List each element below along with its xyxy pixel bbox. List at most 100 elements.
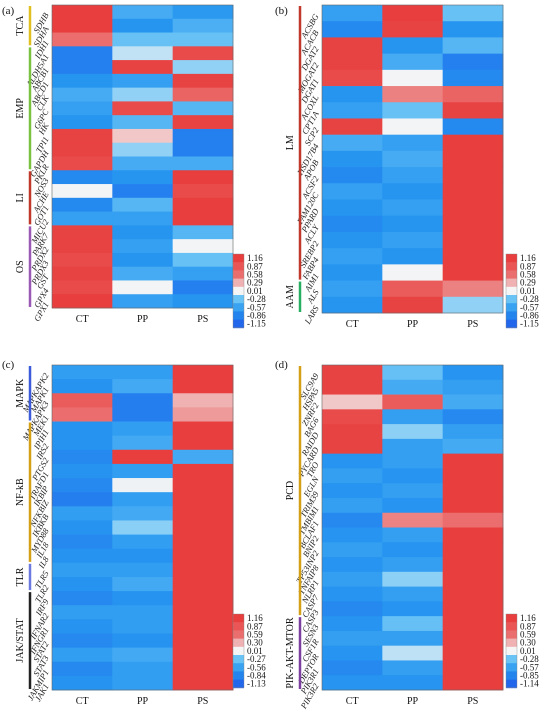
heatmap-cell: [382, 280, 444, 298]
legend-swatch: [506, 295, 517, 304]
heatmap-cell: [322, 557, 383, 573]
heatmap-cell: [112, 87, 174, 102]
heatmap-cell: [112, 675, 174, 691]
legend-frame: [232, 613, 245, 689]
legend-frame: [505, 253, 518, 329]
heatmap-cell: [52, 675, 113, 691]
heatmap-cell: [322, 215, 383, 233]
heatmap-cell: [172, 365, 234, 380]
heatmap-cell: [172, 506, 234, 521]
legend-swatch: [506, 286, 517, 296]
heatmap-cell: [172, 266, 234, 281]
legend-swatch: [506, 679, 517, 689]
heatmap-cell: [112, 115, 174, 130]
heatmap-cell: [322, 438, 383, 455]
group-label: AAM: [285, 285, 296, 308]
heatmap-cell: [382, 5, 444, 22]
heatmap-cell: [112, 280, 174, 295]
heatmap-cell: [442, 394, 504, 410]
heatmap-cell: [442, 167, 504, 184]
heatmap-cell: [172, 156, 234, 171]
heatmap-cell: [322, 616, 383, 632]
heatmap-cell: [442, 645, 504, 661]
heatmap-cell: [52, 18, 113, 33]
heatmap-cell: [322, 167, 383, 184]
heatmap-cell: [322, 134, 383, 152]
heatmap-cell: [172, 294, 234, 309]
heatmap-cell: [322, 645, 383, 661]
group-label: JAK/STAT: [15, 618, 26, 662]
column-label: PS: [467, 319, 478, 330]
group-label: TCA: [15, 15, 26, 36]
heatmap-cell: [112, 46, 174, 61]
legend-tick: 0.87: [520, 621, 536, 631]
column-label: PS: [197, 314, 208, 325]
heatmap-cell: [172, 101, 234, 116]
legend-tick: -0.57: [520, 302, 539, 312]
legend-tick: 0.59: [247, 630, 263, 640]
heatmap-cell: [382, 379, 444, 395]
heatmap-cell: [52, 449, 113, 465]
group-label: PCD: [285, 481, 296, 500]
legend-tick: -1.13: [247, 679, 266, 689]
heatmap-cell: [112, 478, 174, 493]
heatmap-cell: [112, 18, 174, 33]
heatmap-cell: [322, 53, 383, 71]
heatmap-cell: [322, 296, 383, 314]
panel-label: (c): [2, 359, 15, 371]
heatmap-cell: [382, 215, 444, 233]
legend-tick: 0.87: [520, 261, 536, 271]
heatmap-cell: [172, 73, 234, 89]
heatmap-cell: [52, 562, 113, 578]
group-label: TLR: [15, 567, 26, 586]
heatmap-cell: [442, 365, 504, 381]
heatmap-cell: [382, 601, 444, 617]
group-label: EMP: [15, 98, 26, 119]
heatmap-cell: [172, 32, 234, 47]
heatmap-cell: [52, 576, 113, 592]
heatmap-cell: [172, 225, 234, 240]
heatmap-cell: [172, 46, 234, 61]
heatmap-cell: [442, 586, 504, 602]
heatmap-cell: [112, 60, 174, 75]
heatmap-cell: [322, 660, 383, 676]
heatmap-cell: [172, 60, 234, 75]
heatmap-cell: [52, 661, 113, 677]
heatmap-cell: [112, 407, 174, 422]
heatmap-cell: [322, 231, 383, 249]
legend-swatch: [233, 630, 244, 639]
heatmap-cell: [382, 468, 444, 484]
legend-frame: [232, 253, 245, 329]
heatmap-cell: [382, 424, 444, 440]
heatmap-frame: [51, 364, 234, 691]
heatmap-cell: [52, 478, 113, 493]
heatmap-cell: [322, 37, 383, 55]
heatmap-cell: [172, 647, 234, 663]
heatmap-cell: [442, 483, 504, 499]
heatmap-cell: [172, 576, 234, 592]
heatmap-cell: [442, 424, 504, 440]
legend-swatch: [506, 671, 517, 680]
legend-swatch: [233, 614, 244, 623]
panel-label: (a): [2, 5, 15, 17]
heatmap-cell: [322, 497, 383, 514]
heatmap-cell: [322, 365, 383, 381]
legend-swatch: [506, 278, 517, 288]
heatmap-cell: [172, 675, 234, 691]
heatmap-cell: [52, 435, 113, 451]
legend-tick: -0.85: [520, 671, 539, 681]
legend-tick: -1.15: [247, 319, 266, 329]
legend-tick: 0.87: [247, 621, 263, 631]
heatmap-cell: [172, 170, 234, 185]
heatmap-cell: [112, 5, 174, 20]
heatmap-cell: [52, 548, 113, 564]
heatmap-cell: [322, 468, 383, 484]
heatmap-cell: [112, 225, 174, 240]
legend-tick: 0.01: [520, 286, 536, 296]
heatmap-cell: [172, 128, 234, 144]
heatmap-cell: [172, 562, 234, 578]
heatmap-cell: [112, 661, 174, 677]
heatmap-cell: [112, 128, 174, 144]
heatmap-cell: [322, 5, 383, 22]
